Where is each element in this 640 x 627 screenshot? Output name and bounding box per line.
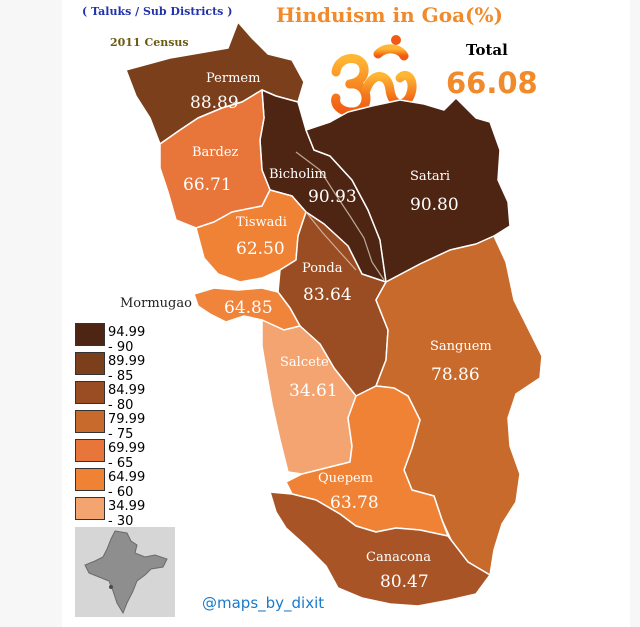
taluk-name-mormugao: Mormugao (120, 296, 192, 311)
taluk-name-canacona: Canacona (366, 550, 431, 565)
legend-label: 34.99 - 30 (108, 499, 146, 529)
taluk-labels: Permem 88.89 Bardez 66.71 Bicholim 90.93… (183, 71, 492, 592)
river-lines (295, 151, 385, 281)
legend-label: 94.99 - 90 (108, 325, 146, 355)
taluk-region-canacona (269, 491, 491, 607)
legend-label: 69.99 - 65 (108, 441, 146, 471)
map-subtitle: ( Taluks / Sub Districts ) (82, 5, 233, 18)
taluk-name-salcete: Salcete (280, 355, 329, 370)
india-outline-map-icon (84, 530, 168, 615)
total-value: 66.08 (446, 66, 538, 100)
legend-swatch (75, 410, 105, 433)
map-title: Hinduism in Goa(%) (276, 3, 503, 27)
taluk-value-sanguem: 78.86 (431, 365, 480, 385)
taluk-value-canacona: 80.47 (380, 572, 429, 592)
taluk-name-satari: Satari (410, 169, 450, 184)
taluk-name-bardez: Bardez (192, 145, 239, 160)
taluk-value-satari: 90.80 (410, 195, 459, 215)
legend-label: 89.99 - 85 (108, 354, 146, 384)
taluk-value-tiswadi: 62.50 (236, 239, 285, 259)
taluk-value-ponda: 83.64 (303, 285, 352, 305)
legend-swatch (75, 497, 105, 520)
taluk-value-bicholim: 90.93 (308, 187, 357, 207)
legend-swatch (75, 381, 105, 404)
taluk-value-salcete: 34.61 (289, 381, 338, 401)
total-label: Total (466, 41, 508, 59)
legend-swatch (75, 352, 105, 375)
taluk-name-tiswadi: Tiswadi (236, 215, 287, 230)
india-inset-panel (75, 527, 175, 617)
taluk-value-mormugao: 64.85 (224, 298, 273, 318)
taluk-region-bardez (159, 89, 271, 229)
taluk-name-ponda: Ponda (302, 261, 343, 276)
taluk-name-sanguem: Sanguem (430, 339, 492, 354)
census-note: 2011 Census (110, 36, 189, 49)
author-credit: @maps_by_dixit (202, 594, 325, 612)
taluk-region-satari (305, 97, 511, 283)
legend-label: 79.99 - 75 (108, 412, 146, 442)
taluk-name-permem: Permem (206, 71, 260, 86)
taluk-name-bicholim: Bicholim (269, 167, 327, 182)
taluk-value-bardez: 66.71 (183, 175, 232, 195)
taluk-name-quepem: Quepem (318, 471, 373, 486)
taluk-value-permem: 88.89 (190, 93, 239, 113)
taluk-value-quepem: 63.78 (330, 493, 379, 513)
legend-swatch (75, 468, 105, 491)
legend-swatch (75, 439, 105, 462)
legend-label: 84.99 - 80 (108, 383, 146, 413)
legend-label: 64.99 - 60 (108, 470, 146, 500)
legend-swatch (75, 323, 105, 346)
